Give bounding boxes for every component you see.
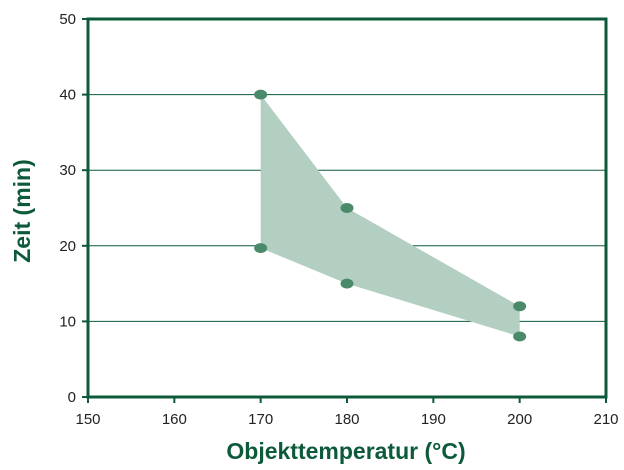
data-points xyxy=(254,89,527,342)
x-tick-label-170: 170 xyxy=(248,411,273,428)
data-area xyxy=(260,94,520,337)
x-tick-label-200: 200 xyxy=(507,411,532,428)
y-tick-label-0: 0 xyxy=(68,389,76,406)
x-tick-label-180: 180 xyxy=(334,411,359,428)
y-tick-label-10: 10 xyxy=(59,313,76,330)
axis-ticks: 150 160 170 180 190 200 210 0 10 20 30 40 50 xyxy=(59,11,618,428)
data-point-170-19.7 xyxy=(254,243,268,254)
data-point-200-8 xyxy=(513,331,527,342)
y-tick-label-20: 20 xyxy=(59,238,76,255)
data-point-180-25 xyxy=(340,203,354,213)
y-tick-label-30: 30 xyxy=(59,162,76,179)
y-tick-label-40: 40 xyxy=(59,87,76,104)
x-tick-label-190: 190 xyxy=(421,411,446,428)
y-tick-label-50: 50 xyxy=(59,11,76,28)
data-point-170-40 xyxy=(254,89,268,100)
y-axis-title: Zeit (min) xyxy=(9,159,35,263)
x-axis-title: Objekttemperatur (°C) xyxy=(226,438,465,464)
x-tick-label-160: 160 xyxy=(162,411,187,428)
data-point-180-15 xyxy=(340,278,354,289)
x-tick-label-210: 210 xyxy=(593,411,618,428)
data-point-200-12 xyxy=(513,301,527,312)
x-tick-label-150: 150 xyxy=(75,411,100,428)
range-area xyxy=(260,94,520,337)
